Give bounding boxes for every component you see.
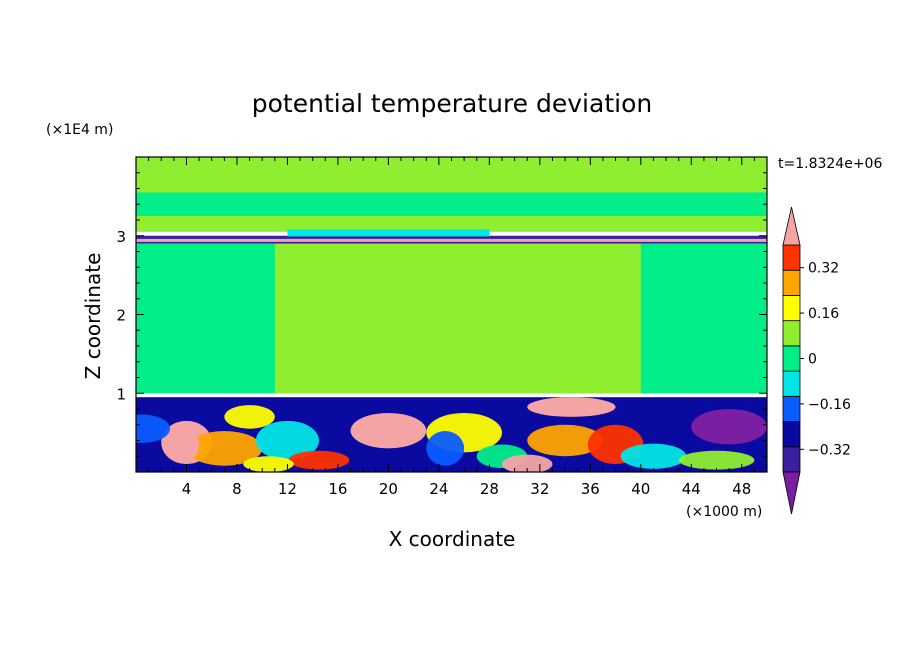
colorbar-label: 0 [808, 352, 817, 368]
x-tick-label: 16 [328, 480, 347, 498]
x-tick-label: 44 [682, 480, 701, 498]
colorbar-box [782, 320, 801, 347]
colorbar-label: −0.32 [808, 442, 851, 458]
y-tick-label: 3 [116, 228, 126, 246]
turbulence-cell [224, 405, 275, 429]
colorbar-box [782, 446, 801, 473]
turbulence-cell [255, 420, 319, 461]
colorbar-box [782, 269, 801, 296]
x-unit-label: (×1000 m) [686, 504, 762, 520]
y-unit-label: (×1E4 m) [46, 122, 113, 138]
cold-core-east [691, 409, 767, 445]
x-tick-label: 12 [278, 480, 297, 498]
turbulence-cell [136, 414, 171, 443]
colorbar-box [782, 244, 801, 271]
x-tick-label: 4 [182, 480, 192, 498]
x-tick-label: 48 [732, 480, 751, 498]
x-tick-label: 36 [581, 480, 600, 498]
x-tick-label: 24 [429, 480, 448, 498]
colorbar-box [782, 421, 801, 448]
turbulence-cell [243, 456, 294, 472]
colorbar-label: −0.16 [808, 397, 851, 413]
time-label: t=1.8324e+06 [778, 156, 882, 172]
colorbar-label: 0.16 [808, 306, 839, 322]
turbulence-cell [288, 450, 350, 470]
colorbar-box [782, 395, 801, 422]
colorbar-min-arrow [782, 471, 801, 515]
x-axis-label: X coordinate [389, 527, 516, 551]
turbulence-cell [186, 431, 263, 466]
inversion-cool-strip [287, 229, 490, 237]
y-axis-label: Z coordinate [81, 253, 105, 380]
colorbar-label: 0.32 [808, 261, 839, 277]
inversion-warm-line [136, 238, 767, 242]
x-tick-label: 28 [480, 480, 499, 498]
chart-title: potential temperature deviation [252, 89, 652, 118]
middle-plume [274, 243, 641, 394]
colorbar-box [782, 345, 801, 372]
turbulence-cell [678, 450, 755, 470]
colorbar-box [782, 295, 801, 322]
y-tick-label: 2 [116, 307, 126, 325]
upper-band [136, 192, 767, 217]
turbulence-cell [527, 424, 603, 457]
turbulence-texture [136, 399, 755, 472]
colorbar-box [782, 370, 801, 397]
turbulence-cell [620, 443, 687, 469]
x-tick-label: 8 [232, 480, 242, 498]
warm-core [539, 399, 603, 411]
x-tick-label: 20 [379, 480, 398, 498]
x-tick-label: 32 [530, 480, 549, 498]
y-tick-label: 1 [116, 385, 126, 403]
turbulence-cell [426, 431, 465, 466]
x-tick-label: 40 [631, 480, 650, 498]
warm-core [173, 428, 200, 461]
colorbar-max-arrow [782, 206, 801, 246]
contour-field [136, 157, 767, 472]
warm-core [365, 419, 412, 439]
colorbar: 0.32 0.16 0 −0.16 −0.32 [782, 206, 851, 515]
